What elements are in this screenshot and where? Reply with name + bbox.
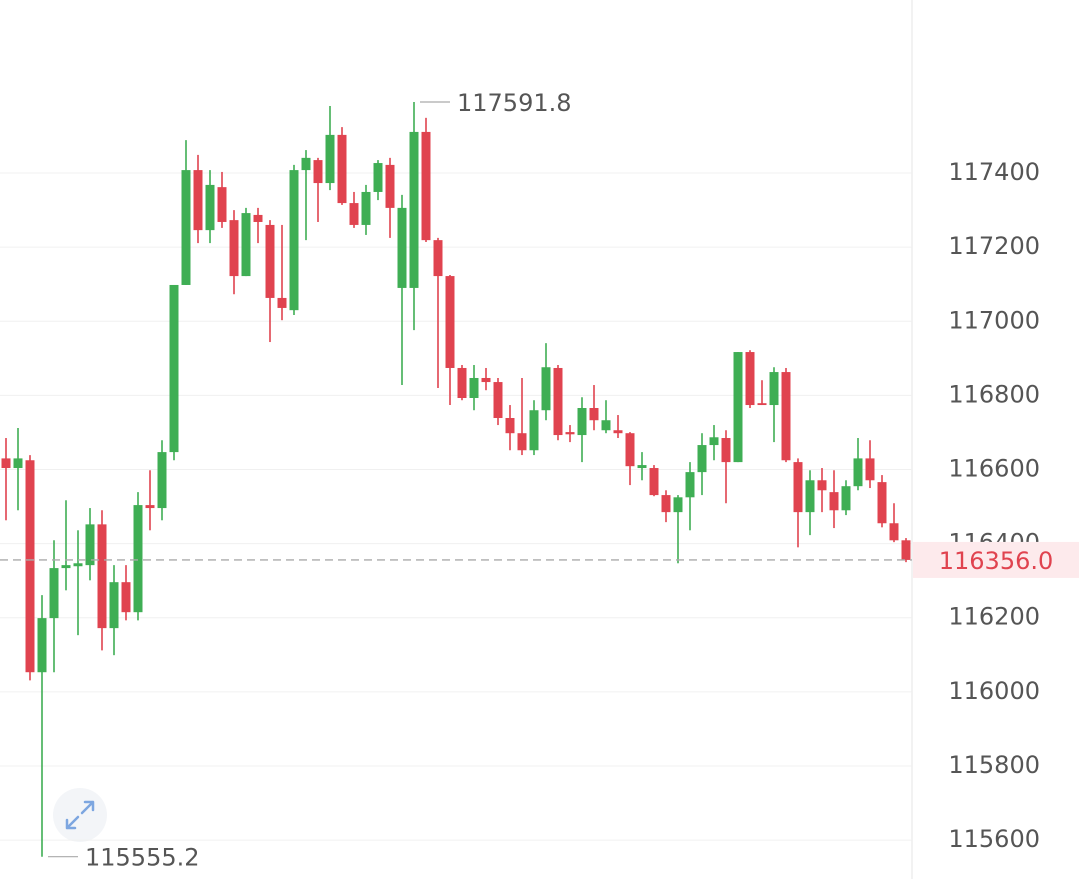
candle-body — [793, 462, 803, 513]
candle-body — [661, 495, 671, 513]
candle-body — [817, 480, 827, 491]
candle-body — [805, 480, 815, 513]
candle-body — [721, 438, 731, 463]
candle-body — [781, 372, 791, 461]
candle-body — [373, 163, 383, 192]
candle-body — [757, 403, 767, 406]
candle-body — [337, 134, 347, 204]
min-label: 115555.2 — [85, 844, 200, 872]
candle-body — [493, 382, 503, 419]
candle-body — [157, 452, 167, 509]
candle-body — [445, 276, 455, 368]
candle-body — [745, 352, 755, 406]
candle-body — [733, 352, 743, 463]
candle-body — [541, 367, 551, 411]
last-price-label: 116356.0 — [939, 547, 1054, 575]
candle-body — [133, 505, 143, 613]
candle-body — [889, 523, 899, 541]
candle-body — [565, 432, 575, 435]
candle-body — [313, 160, 323, 184]
candle-body — [253, 214, 263, 222]
y-tick-label: 117000 — [948, 306, 1040, 334]
candle-body — [265, 224, 275, 298]
y-tick-label: 116800 — [948, 380, 1040, 408]
candle-body — [49, 568, 59, 619]
expand-button[interactable] — [53, 788, 107, 842]
candle-body — [37, 618, 47, 673]
candle-body — [505, 418, 515, 434]
candle-body — [277, 297, 287, 308]
candle-body — [241, 213, 251, 277]
candle-body — [217, 187, 227, 222]
y-tick-label: 117200 — [948, 232, 1040, 260]
candle-body — [73, 563, 83, 567]
y-tick-label: 117400 — [948, 158, 1040, 186]
candle-body — [289, 170, 299, 311]
candle-body — [601, 420, 611, 431]
y-tick-label: 116600 — [948, 455, 1040, 483]
candle-body — [109, 582, 119, 629]
candle-body — [901, 540, 911, 560]
candle-body — [85, 524, 95, 566]
candle-body — [673, 497, 683, 513]
candle-body — [577, 408, 587, 436]
candle-body — [349, 203, 359, 225]
candle-body — [301, 157, 311, 171]
last-price-tag — [913, 541, 1079, 578]
candle-body — [97, 524, 107, 629]
candle-body — [853, 458, 863, 487]
y-tick-label: 115600 — [948, 825, 1040, 853]
candle-body — [553, 367, 563, 436]
candle-body — [589, 408, 599, 421]
candle-body — [1, 458, 11, 469]
candle-body — [61, 565, 71, 569]
candle-body — [625, 433, 635, 467]
candle-body — [841, 486, 851, 511]
candle-body — [697, 445, 707, 473]
candle-body — [229, 220, 239, 277]
max-label: 117591.8 — [457, 89, 572, 117]
candle-body — [361, 191, 371, 225]
candle-body — [205, 184, 215, 231]
candle-body — [325, 134, 335, 184]
candle-body — [457, 367, 467, 398]
candle-body — [481, 377, 491, 383]
y-tick-label: 116000 — [948, 677, 1040, 705]
candle-body — [529, 410, 539, 451]
candle-body — [25, 460, 35, 673]
candle-body — [469, 377, 479, 398]
candle-body — [13, 458, 23, 469]
candle-body — [421, 131, 431, 241]
candle-body — [169, 284, 179, 453]
candle-body — [769, 372, 779, 406]
candle-body — [685, 472, 695, 498]
candle-body — [877, 482, 887, 524]
candle-body — [649, 468, 659, 496]
candle-body — [613, 430, 623, 434]
candle-body — [433, 240, 443, 277]
candle-body — [121, 582, 131, 613]
candle-body — [865, 458, 875, 481]
candle-body — [193, 170, 203, 231]
y-tick-label: 116200 — [948, 603, 1040, 631]
candle-body — [397, 207, 407, 288]
candle-body — [517, 433, 527, 451]
y-tick-label: 115800 — [948, 751, 1040, 779]
candle-body — [709, 437, 719, 446]
candle-body — [181, 170, 191, 285]
candle-body — [385, 164, 395, 208]
candle-body — [409, 131, 419, 288]
candle-body — [637, 465, 647, 469]
candle-body — [145, 505, 155, 509]
candle-body — [829, 492, 839, 511]
